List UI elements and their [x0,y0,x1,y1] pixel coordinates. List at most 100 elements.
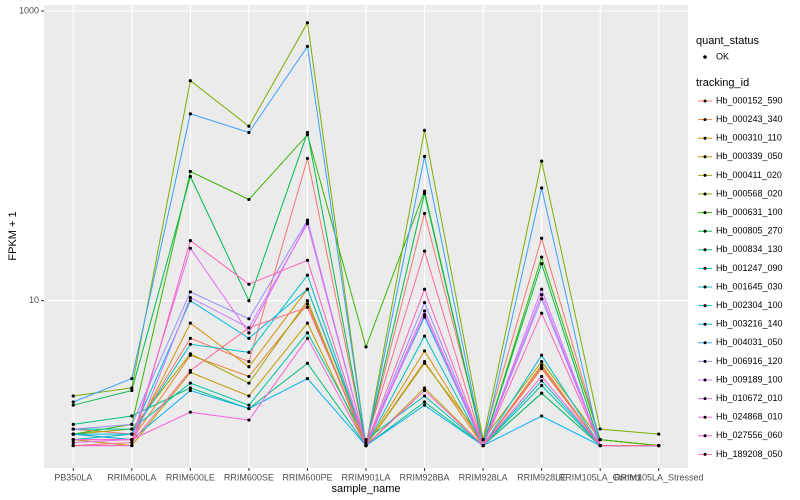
point [247,282,251,286]
legend-key-point [703,229,707,233]
point [422,301,427,305]
point [247,336,251,340]
point [247,350,251,354]
point [540,365,544,369]
point [540,236,544,240]
point [305,299,310,303]
point [247,130,251,135]
x-tick-label: RRIM105LA_Stressed [614,472,704,482]
point [247,326,251,330]
point [364,437,368,442]
point [305,287,310,291]
legend-key-point [703,155,707,159]
point [71,394,75,398]
point [305,258,310,262]
point [247,124,251,128]
legend-label: Hb_001247_090 [716,263,783,273]
point [540,262,544,266]
point [540,159,544,163]
legend-key-point [703,341,707,345]
point [130,376,134,381]
point [188,299,192,303]
legend-key-point [703,173,707,177]
point [422,309,427,313]
point [422,211,427,216]
point [247,394,251,398]
point [657,432,661,436]
point [130,432,134,436]
point [247,299,251,303]
point [130,427,134,431]
point [130,437,134,442]
point [598,427,602,431]
point [305,305,310,309]
legend-key-point [703,434,707,438]
point [364,443,368,448]
point [247,197,251,202]
point [188,112,192,116]
point [130,440,134,445]
point [598,437,602,442]
point [540,311,544,315]
point [188,352,192,356]
legend-title: quant_status [696,35,759,47]
legend-label: Hb_000805_270 [716,226,783,236]
legend-label: Hb_006916_120 [716,356,783,366]
legend-label: OK [716,51,729,61]
legend-label: Hb_000310_110 [716,133,782,143]
point [422,394,427,398]
legend-shape [703,55,707,59]
point [540,293,544,297]
legend-key-point [703,415,707,419]
legend-key-point [703,285,707,289]
point [247,403,251,407]
point [540,297,544,301]
legend-label: Hb_001645_030 [716,281,783,291]
point [540,391,544,395]
point [481,443,485,448]
point [71,400,75,404]
point [422,189,427,193]
point [247,317,251,321]
point [422,334,427,338]
point [71,427,75,431]
legend-key-point [703,211,707,215]
point [188,238,192,243]
point [481,437,485,442]
legend-key-point [703,118,707,122]
legend-label: Hb_003216_140 [716,319,783,329]
point [247,331,251,335]
x-axis-title: sample_name [331,483,400,495]
point [422,313,427,317]
legend-key-point [703,192,707,196]
legend-label: Hb_189208_050 [716,449,783,459]
point [188,381,192,385]
point [247,418,251,422]
point [130,422,134,426]
point [422,128,427,132]
point [540,353,544,357]
point [540,287,544,291]
point [364,345,368,349]
point [422,349,427,353]
legend-title: tracking_id [696,77,749,89]
point [305,130,310,135]
point [188,410,192,414]
point [247,406,251,411]
legend-label: Hb_000631_100 [716,207,783,217]
x-tick-label: RRIM600PE [282,472,332,482]
point [598,443,602,448]
point [422,403,427,407]
point [422,287,427,291]
point [540,379,544,383]
legend-label: Hb_000339_050 [716,151,783,161]
point [71,437,75,442]
point [540,383,544,388]
legend-label: Hb_027556_060 [716,430,783,440]
x-tick-label: RRIM928LA [459,472,508,482]
legend-key-point [703,397,707,401]
y-tick-label: 10 [29,295,39,305]
x-tick-label: RRIM105LA_Control [559,472,642,482]
point [422,191,427,196]
